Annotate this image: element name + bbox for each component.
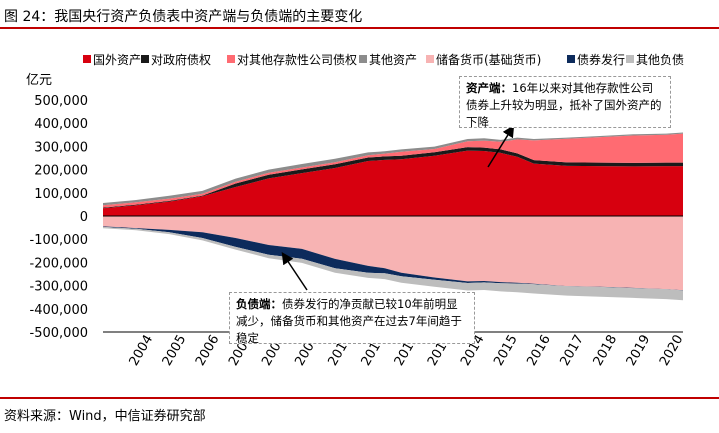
annotation-liability-side: 负债端：债券发行的净贡献已较10年前明显减少，储备货币和其他资产在过去7年间趋于… [229,292,475,345]
asset-annotation-arrow [487,124,515,168]
annotation-asset-head: 资产端： [466,81,512,95]
x-tick-label: 2018 [591,333,621,369]
annotation-asset-text: 16年以来对其他存款性公司债券上升较为明显，抵补了国外资产的下降 [466,81,662,129]
liability-annotation-arrow [281,252,308,291]
y-tick-label: -500,000 [30,326,88,341]
stacked-area-chart: 国外资产 对政府债权 对其他存款性公司债权 其他资产 储备货币(基础货币) 债券发行 其他负… [26,52,687,369]
legend-swatch-7 [626,55,634,63]
y-tick-label: -300,000 [30,280,88,295]
area-对其他存款性公司债权 [103,133,683,208]
x-tick-label: 2004 [127,333,157,369]
legend-swatch-3 [227,55,235,63]
area-国外资产 [103,150,683,216]
legend-label-7: 其他负债 [636,53,684,67]
area-其他资产 [103,132,683,206]
footer-rule [0,397,719,399]
legend-swatch-4 [359,55,367,63]
x-tick-label: 2019 [624,333,654,369]
legend-label-3: 对其他存款性公司债权 [237,53,357,67]
y-axis-ticks: 500,000 400,000 300,000 200,000 100,000 0 -100… [30,94,88,341]
x-tick-label: 2016 [524,333,554,369]
area-储备货币(基础货币) [103,216,683,291]
title-underline [0,27,719,29]
x-tick-label: 2020 [657,333,687,369]
annotation-liability-text: 债券发行的净贡献已较10年前明显减少，储备货币和其他资产在过去7年间趋于稳定 [236,297,462,345]
legend-label-5: 储备货币(基础货币) [436,52,541,67]
legend: 国外资产 对政府债权 对其他存款性公司债权 其他资产 储备货币(基础货币) 债券发行 其他负… [83,52,684,67]
area-layers [103,132,683,301]
annotation-liability-head: 负债端： [236,297,282,311]
legend-swatch-5 [426,55,434,63]
annotation-arrows [281,124,515,291]
legend-swatch-1 [83,55,91,63]
area-其他负债 [103,226,683,301]
area-对政府债权 [103,147,683,209]
annotation-asset-side: 资产端：16年以来对其他存款性公司债券上升较为明显，抵补了国外资产的下降 [459,76,671,129]
y-tick-label: 500,000 [34,94,88,109]
y-tick-label: 0 [80,210,88,225]
legend-label-1: 国外资产 [93,53,141,67]
source-note: 资料来源：Wind，中信证券研究部 [4,409,206,424]
y-tick-label: 300,000 [34,140,88,155]
x-tick-label: 2015 [491,333,521,369]
legend-label-2: 对政府债权 [151,52,211,67]
legend-swatch-2 [141,55,149,63]
x-tick-label: 2017 [557,333,587,369]
area-债券发行 [103,226,683,291]
x-tick-label: 2006 [193,333,223,369]
x-tick-label: 2005 [160,333,190,369]
figure-title: 图 24：我国央行资产负债表中资产端与负债端的主要变化 [4,9,363,25]
y-tick-label: 200,000 [34,164,88,179]
y-tick-label: -100,000 [30,233,88,248]
legend-label-4: 其他资产 [369,53,417,67]
y-axis-label: 亿元 [26,73,52,88]
legend-swatch-6 [567,55,575,63]
y-tick-label: 100,000 [34,187,88,202]
y-tick-label: -200,000 [30,256,88,271]
y-tick-label: -400,000 [30,303,88,318]
y-tick-label: 400,000 [34,117,88,132]
legend-label-6: 债券发行 [577,52,625,67]
